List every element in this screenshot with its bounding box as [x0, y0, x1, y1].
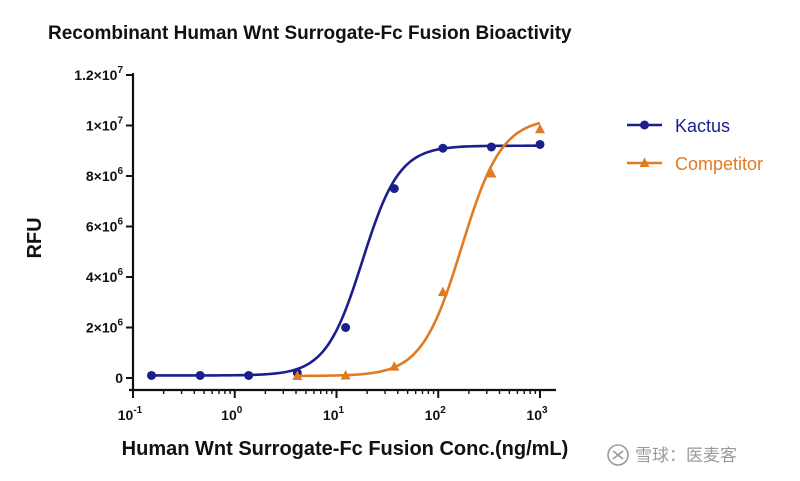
legend-label: Competitor — [675, 154, 763, 174]
data-point — [438, 143, 448, 153]
y-tick-label: 1.2×107 — [74, 65, 123, 83]
data-point — [195, 370, 205, 380]
fit-curve-kactus — [151, 144, 541, 377]
data-point — [292, 370, 303, 380]
legend: Kactus Competitor — [627, 116, 763, 174]
plot-area — [147, 121, 545, 380]
watermark-text: 雪球：医麦客 — [635, 446, 737, 466]
x-tick-label: 100 — [221, 405, 243, 423]
y-tick-label: 2×106 — [86, 318, 124, 336]
data-point — [244, 370, 254, 380]
x-tick-label: 101 — [323, 405, 345, 423]
data-point — [437, 286, 448, 297]
legend-marker — [639, 157, 650, 167]
data-point — [535, 123, 545, 134]
data-point — [486, 142, 496, 152]
y-tick-label: 4×106 — [86, 267, 124, 285]
data-point — [341, 323, 351, 332]
y-tick-label: 8×106 — [86, 166, 124, 184]
data-point — [389, 361, 400, 371]
series-kactus — [147, 139, 545, 380]
data-point — [389, 184, 399, 194]
fit-curve-competitor — [297, 121, 541, 378]
legend-item-competitor: Competitor — [627, 154, 763, 174]
data-point — [340, 369, 351, 380]
snowball-logo — [607, 444, 629, 466]
watermark: 雪球：医麦客 — [607, 444, 737, 466]
legend-item-kactus: Kactus — [627, 116, 730, 136]
y-tick-label: 1×107 — [86, 116, 124, 134]
x-tick-label: 102 — [425, 405, 447, 423]
x-tick-label: 103 — [526, 405, 548, 423]
x-axis-title: Human Wnt Surrogate-Fc Fusion Conc.(ng/m… — [122, 438, 569, 460]
axes: 0 2×106 4×106 6×106 8×106 1×107 1.2×107 10-1 100… — [74, 65, 556, 423]
data-point — [147, 370, 157, 380]
x-tick-label: 10-1 — [118, 405, 143, 423]
data-point — [535, 139, 545, 149]
legend-label: Kactus — [675, 116, 730, 136]
y-axis-title: RFU — [24, 217, 46, 258]
data-point — [486, 167, 497, 178]
y-tick-label: 0 — [115, 370, 123, 386]
y-tick-label: 6×106 — [86, 217, 124, 235]
legend-marker — [640, 120, 649, 130]
chart-title: Recombinant Human Wnt Surrogate-Fc Fusio… — [48, 23, 572, 44]
series-competitor — [292, 121, 545, 380]
